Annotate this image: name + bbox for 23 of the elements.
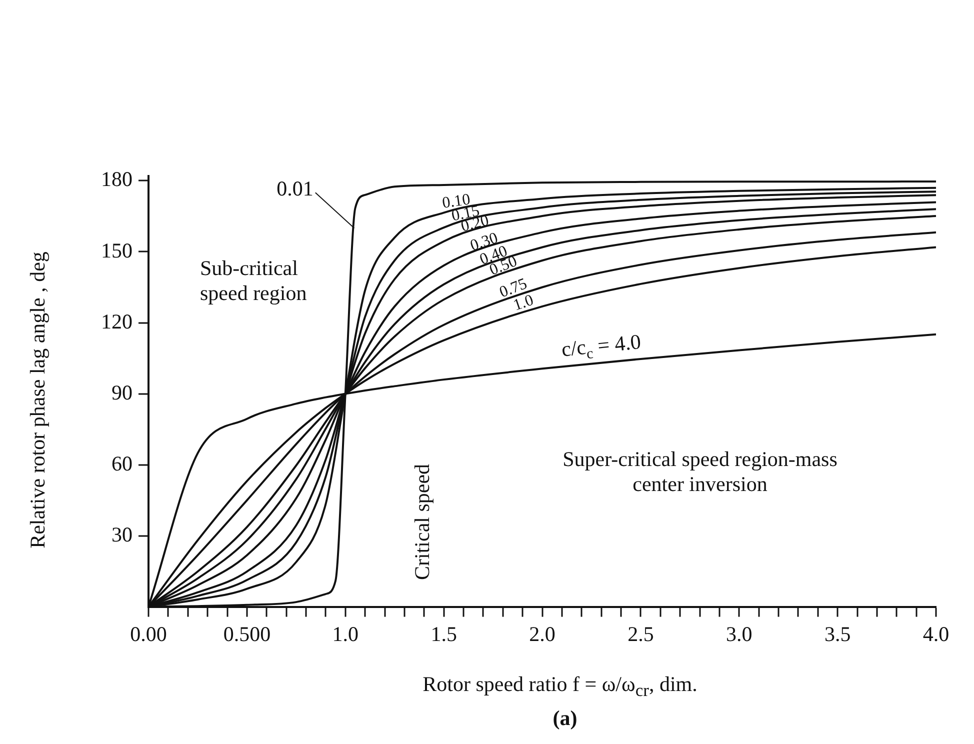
x-axis-title: Rotor speed ratio f = ω/ω$_{cr}$, dim. bbox=[422, 672, 698, 702]
y-tick-label: 90 bbox=[112, 380, 132, 404]
annotation: Super-critical speed region-mass center inversion bbox=[562, 447, 838, 498]
x-tick-label: 2.0 bbox=[529, 622, 556, 646]
text: (a) bbox=[552, 706, 578, 732]
x-tick-label: 1.0 bbox=[332, 622, 358, 646]
text: 0.01 bbox=[276, 176, 314, 201]
x-tick-label: 2.5 bbox=[628, 622, 654, 646]
y-tick-label: 120 bbox=[101, 309, 132, 334]
y-tick-label: 60 bbox=[112, 451, 132, 476]
x-tick-label: 0.00 bbox=[130, 622, 167, 646]
y-tick-label: 180 bbox=[101, 167, 132, 192]
x-tick-label: 4.0 bbox=[922, 622, 950, 646]
y-tick-label: 150 bbox=[101, 238, 132, 262]
x-tick-label: 3.5 bbox=[824, 622, 851, 646]
x-tick-label: 1.5 bbox=[430, 622, 457, 646]
y-tick-label: 30 bbox=[112, 522, 132, 546]
x-tick-label: 0.500 bbox=[223, 622, 271, 646]
annotation: Sub-critical speed region bbox=[200, 256, 308, 306]
annotation: Critical speed bbox=[410, 464, 435, 580]
text: c/cc = 4.0 bbox=[560, 329, 642, 363]
y-axis-title: Relative rotor phase lag angle , deg bbox=[26, 252, 50, 548]
x-tick-label: 3.0 bbox=[726, 622, 752, 646]
